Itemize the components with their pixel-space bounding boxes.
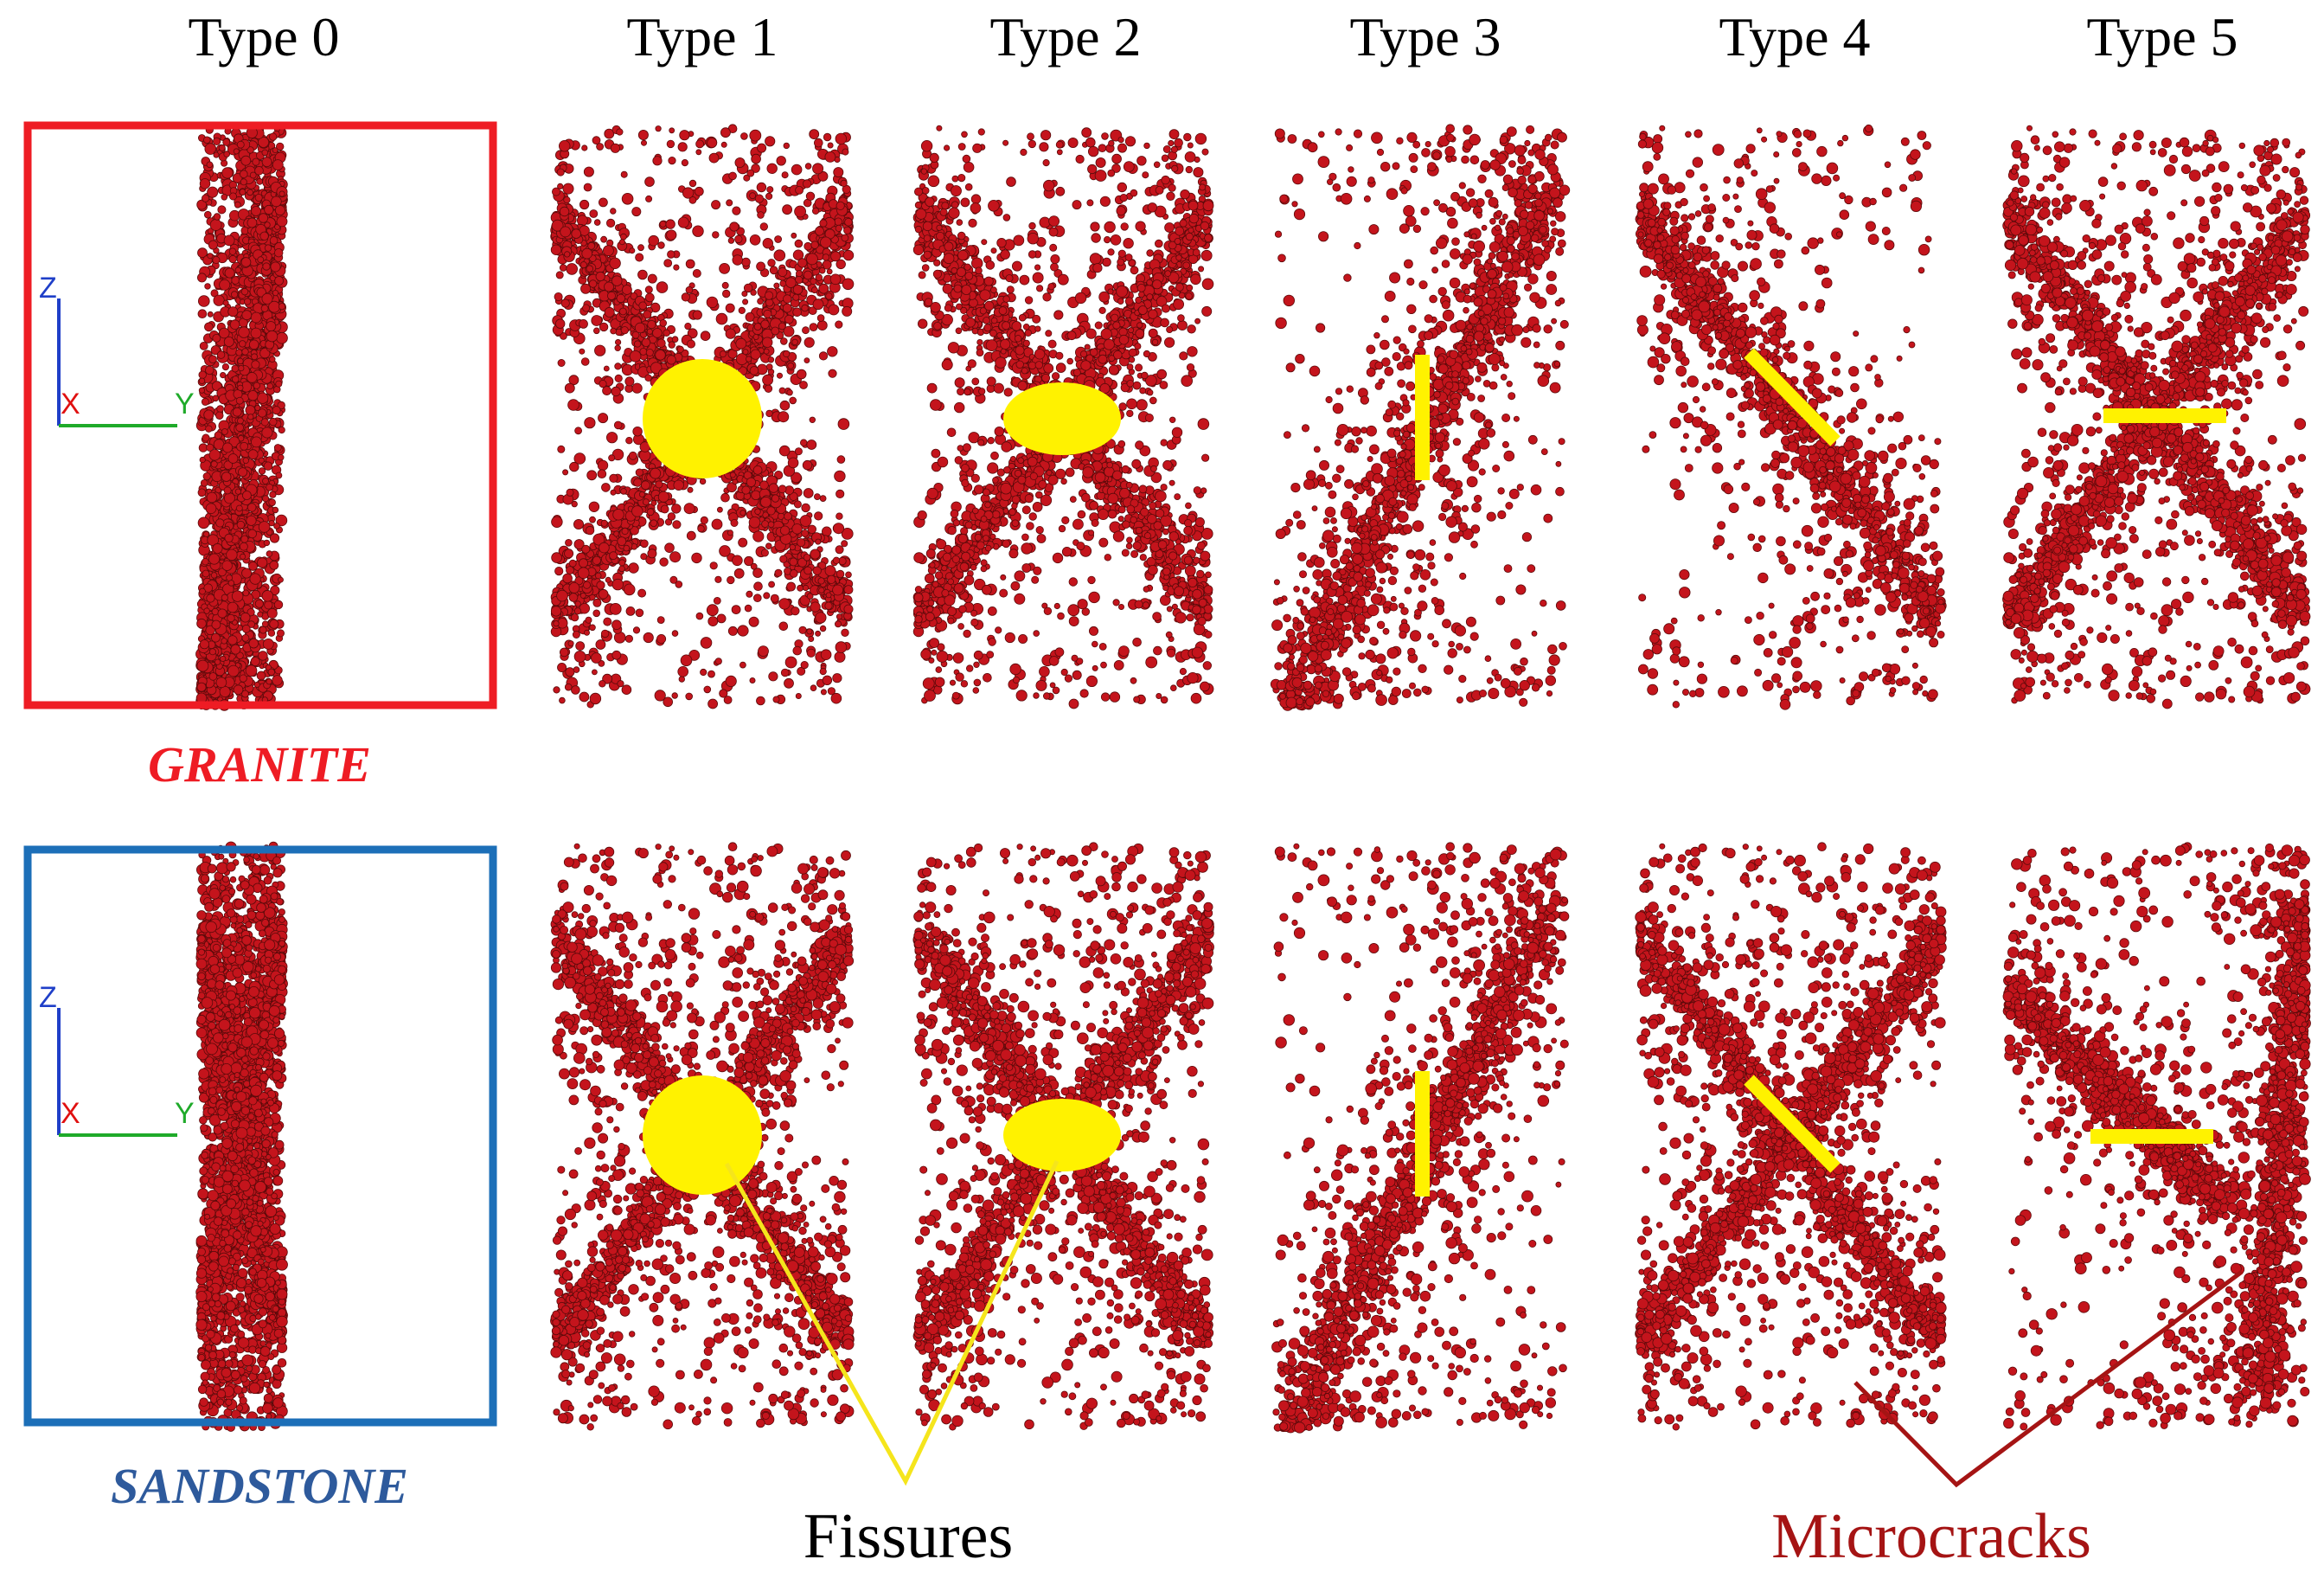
crack-panel-granite-type-0 [195, 125, 288, 711]
flaw-ellipse-sandstone-type-2 [1003, 1099, 1121, 1171]
x-axis-label: X [61, 1097, 80, 1130]
flaw-circle-sandstone-type-1 [643, 1075, 762, 1195]
column-title-type-3: Type 3 [1349, 6, 1501, 67]
axis-triad-granite: Z X Y [39, 272, 195, 427]
flaw-horizontal-sandstone-type-5 [2090, 1129, 2213, 1144]
crack-panel-granite-type-5 [2002, 125, 2311, 709]
microcracks-label: Microcracks [1771, 1501, 2091, 1572]
column-title-type-2: Type 2 [989, 6, 1141, 67]
crack-panel-sandstone-type-4 [1635, 842, 1947, 1431]
flaw-circle-granite-type-1 [643, 359, 762, 478]
row-label-sandstone: SANDSTONE [111, 1458, 408, 1514]
crack-panel-sandstone-type-5 [2002, 842, 2311, 1431]
granite-frame [23, 121, 497, 709]
column-title-type-4: Type 4 [1719, 6, 1870, 67]
crack-panel-granite-type-3 [1270, 124, 1571, 711]
column-title-type-5: Type 5 [2086, 6, 2238, 67]
flaws [643, 348, 2226, 1197]
sandstone-frame [23, 845, 497, 1427]
flaw-vertical-granite-type-3 [1415, 355, 1430, 480]
flaw-horizontal-granite-type-5 [2103, 408, 2226, 423]
y-axis-label: Y [175, 388, 195, 420]
flaw-ellipse-granite-type-2 [1003, 382, 1121, 455]
column-title-type-0: Type 0 [188, 6, 339, 67]
column-titles: Type 0 Type 1 Type 2 Type 3 Type 4 Type … [188, 6, 2238, 67]
fissures-callout-lines [724, 1159, 1060, 1486]
flaw-inclined-granite-type-4 [1744, 348, 1841, 446]
axis-triad-sandstone: Z X Y [39, 981, 195, 1137]
fissures-label: Fissures [803, 1501, 1014, 1572]
z-axis-label: Z [39, 981, 57, 1014]
crack-panel-granite-type-4 [1635, 124, 1947, 710]
microcracks-callout-lines [1853, 1269, 2244, 1488]
z-axis-label: Z [39, 272, 57, 305]
x-axis-label: X [61, 388, 80, 420]
flaw-vertical-sandstone-type-3 [1415, 1071, 1430, 1197]
y-axis-label: Y [175, 1097, 195, 1130]
column-title-type-1: Type 1 [626, 6, 778, 67]
crack-panels [195, 124, 2311, 1434]
crack-panel-sandstone-type-0 [195, 841, 288, 1432]
crack-panel-sandstone-type-3 [1271, 842, 1570, 1434]
row-label-granite: GRANITE [148, 736, 371, 792]
flaw-inclined-sandstone-type-4 [1744, 1075, 1841, 1173]
